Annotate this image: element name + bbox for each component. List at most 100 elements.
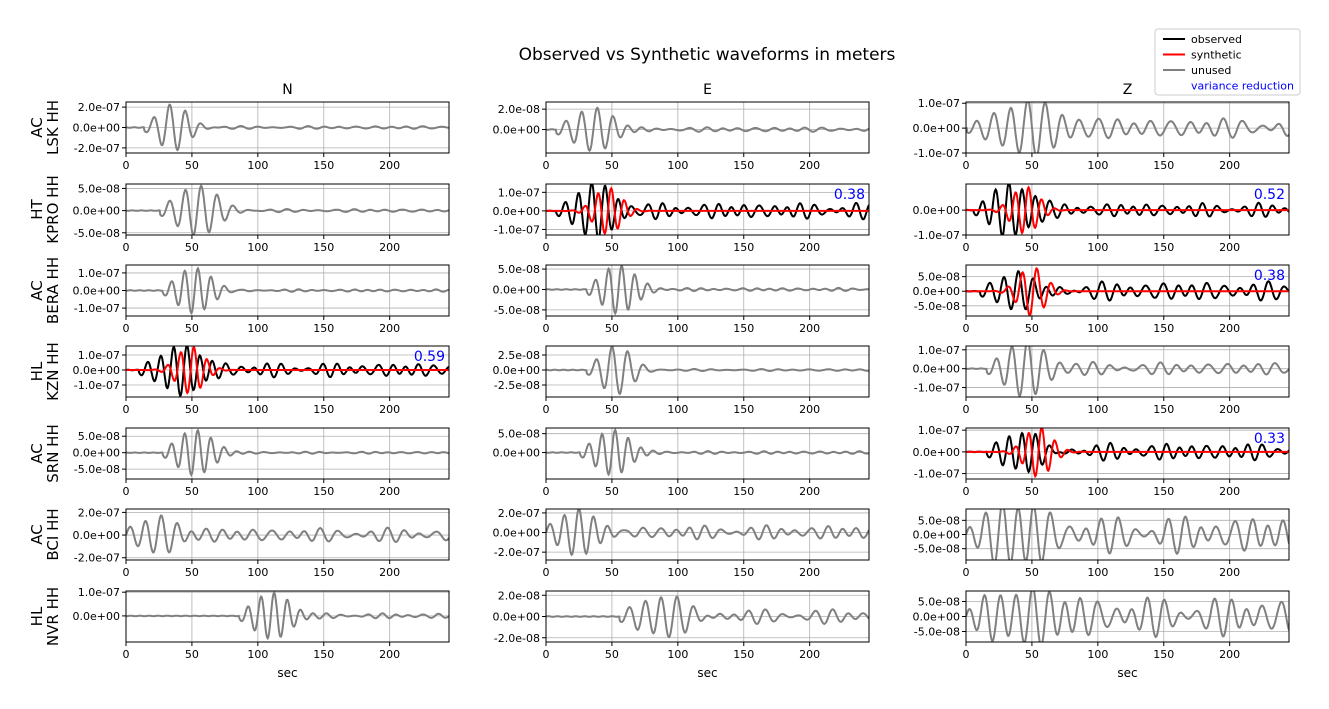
x-tick-label: 200 bbox=[379, 485, 400, 498]
axes-frame bbox=[545, 264, 870, 317]
x-tick-label: 100 bbox=[667, 566, 688, 579]
x-tick-label: 100 bbox=[667, 322, 688, 335]
x-tick-label: 0 bbox=[543, 241, 550, 254]
axes-frame bbox=[965, 264, 1290, 317]
x-tick-label: 0 bbox=[963, 322, 970, 335]
x-tick-label: 150 bbox=[733, 403, 754, 416]
y-tick-label: 0.0e+00 bbox=[913, 446, 960, 459]
unused-trace bbox=[546, 509, 869, 557]
panel-0-N: -2.0e-07 0.0e+00 2.0e-07 0 50 100 150 200 bbox=[73, 101, 450, 172]
x-tick-label: 200 bbox=[1219, 485, 1240, 498]
x-tick-label: 200 bbox=[1219, 566, 1240, 579]
panel-0-E: 0.0e+00 2.0e-08 0 50 100 150 200 bbox=[493, 101, 870, 172]
x-tick-label: 50 bbox=[1025, 403, 1039, 416]
x-tick-label: 200 bbox=[799, 403, 820, 416]
x-tick-label: 100 bbox=[667, 648, 688, 661]
unused-trace bbox=[126, 514, 449, 554]
x-tick-label: 200 bbox=[799, 566, 820, 579]
panel-6-E: -2.0e-08 0.0e+00 2.0e-08 0 50 100 150 200 sec bbox=[493, 589, 870, 680]
y-tick-label: 0.0e+00 bbox=[73, 205, 120, 218]
x-tick-label: 200 bbox=[379, 159, 400, 172]
x-tick-label: 50 bbox=[605, 241, 619, 254]
x-tick-label: 200 bbox=[379, 241, 400, 254]
x-tick-label: 0 bbox=[543, 485, 550, 498]
x-tick-label: 50 bbox=[1025, 648, 1039, 661]
y-tick-label: -5.0e-08 bbox=[74, 227, 120, 240]
x-tick-label: 200 bbox=[799, 159, 820, 172]
legend-label: synthetic bbox=[1191, 49, 1242, 62]
x-axis-label: sec bbox=[697, 666, 717, 680]
station-label-line: AC bbox=[28, 443, 46, 463]
x-tick-label: 0 bbox=[963, 403, 970, 416]
x-tick-label: 0 bbox=[963, 648, 970, 661]
x-tick-label: 150 bbox=[313, 241, 334, 254]
x-tick-label: 200 bbox=[379, 566, 400, 579]
x-tick-label: 100 bbox=[247, 566, 268, 579]
x-tick-label: 100 bbox=[247, 403, 268, 416]
x-tick-label: 150 bbox=[733, 648, 754, 661]
y-tick-label: 0.0e+00 bbox=[913, 529, 960, 542]
station-label-line: KZN HH bbox=[44, 342, 62, 401]
y-tick-label: 0.0e+00 bbox=[913, 204, 960, 217]
y-tick-label: -2.0e-07 bbox=[74, 142, 120, 155]
component-title-Z: Z bbox=[1123, 82, 1133, 98]
unused-trace bbox=[546, 428, 869, 477]
panel-5-E: -2.0e-07 0.0e+00 2.0e-07 0 50 100 150 200 bbox=[493, 507, 870, 579]
axes-frame bbox=[545, 427, 870, 480]
station-label-line: HT bbox=[28, 198, 46, 219]
x-tick-label: 150 bbox=[733, 322, 754, 335]
x-tick-label: 50 bbox=[185, 241, 199, 254]
y-tick-label: 2.5e-08 bbox=[498, 349, 540, 362]
axes-frame bbox=[965, 345, 1290, 398]
x-tick-label: 150 bbox=[1153, 648, 1174, 661]
y-tick-label: 1.0e-07 bbox=[918, 97, 960, 110]
x-tick-label: 100 bbox=[667, 159, 688, 172]
x-tick-label: 150 bbox=[313, 648, 334, 661]
y-tick-label: 0.0e+00 bbox=[493, 447, 540, 460]
y-tick-label: 1.0e-07 bbox=[498, 186, 540, 199]
x-tick-label: 150 bbox=[313, 322, 334, 335]
y-tick-label: -5.0e-08 bbox=[914, 626, 960, 639]
station-label-line: AC bbox=[28, 524, 46, 544]
y-tick-label: 1.0e-07 bbox=[78, 586, 120, 599]
x-tick-label: 200 bbox=[799, 322, 820, 335]
panel-1-N: -5.0e-08 0.0e+00 5.0e-08 0 50 100 150 200 bbox=[73, 182, 450, 254]
synthetic-trace bbox=[546, 186, 869, 235]
station-label-line: BCI HH bbox=[44, 508, 62, 560]
x-tick-label: 150 bbox=[1153, 403, 1174, 416]
y-tick-label: 0.0e+00 bbox=[73, 285, 120, 298]
component-title-N: N bbox=[282, 82, 292, 98]
unused-trace bbox=[966, 591, 1289, 642]
x-tick-label: 50 bbox=[1025, 566, 1039, 579]
x-tick-label: 50 bbox=[605, 403, 619, 416]
station-label-line: NVR HH bbox=[44, 587, 62, 646]
x-tick-label: 200 bbox=[1219, 403, 1240, 416]
x-tick-label: 0 bbox=[963, 485, 970, 498]
axes-frame bbox=[545, 345, 870, 398]
x-tick-label: 100 bbox=[247, 159, 268, 172]
x-axis-label: sec bbox=[1117, 666, 1137, 680]
x-tick-label: 200 bbox=[1219, 241, 1240, 254]
synthetic-trace bbox=[966, 185, 1289, 235]
x-tick-label: 150 bbox=[313, 485, 334, 498]
x-tick-label: 100 bbox=[247, 648, 268, 661]
y-tick-label: -5.0e-08 bbox=[914, 543, 960, 556]
x-tick-label: 100 bbox=[1087, 241, 1108, 254]
observed-trace bbox=[546, 184, 869, 235]
unused-trace bbox=[126, 428, 449, 477]
y-tick-label: 1.0e-07 bbox=[918, 344, 960, 357]
panel-1-Z: -1.0e-07 0.0e+00 0 50 100 150 200 0.52 bbox=[913, 183, 1290, 254]
variance-reduction-value: 0.38 bbox=[834, 187, 865, 203]
x-tick-label: 50 bbox=[605, 566, 619, 579]
y-tick-label: 0.0e+00 bbox=[493, 527, 540, 540]
y-tick-label: -1.0e-07 bbox=[74, 379, 120, 392]
panel-6-Z: -5.0e-08 0.0e+00 5.0e-08 0 50 100 150 200 sec bbox=[913, 590, 1290, 680]
variance-reduction-value: 0.38 bbox=[1254, 268, 1285, 284]
x-tick-label: 50 bbox=[185, 403, 199, 416]
x-tick-label: 0 bbox=[123, 648, 130, 661]
x-tick-label: 0 bbox=[543, 403, 550, 416]
